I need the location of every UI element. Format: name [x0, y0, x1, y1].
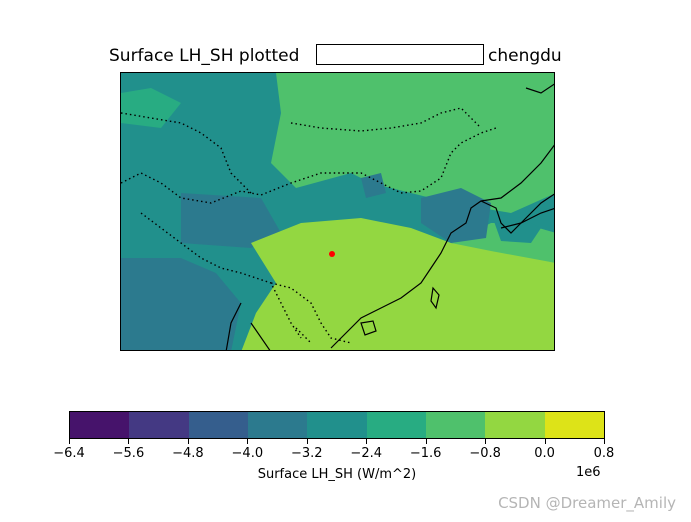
colorbar-tick-label: −4.0: [231, 446, 264, 461]
region-northeast: [271, 73, 554, 213]
colorbar-tick: [128, 439, 130, 444]
border-mongolia: [290, 107, 482, 132]
contour-map: [121, 73, 554, 350]
region-central-dark: [181, 193, 281, 248]
region-yellow-sea: [421, 188, 491, 243]
colorbar-tick-label: 0.0: [534, 446, 555, 461]
region-southwest: [121, 258, 241, 350]
coastline-southwest: [225, 302, 271, 350]
colorbar-tick-label: −2.4: [350, 446, 383, 461]
colorbar-segment: [366, 412, 426, 438]
colorbar-tick-label: −1.6: [409, 446, 442, 461]
region-southeast: [241, 218, 554, 350]
coastline-hainan: [360, 320, 377, 336]
region-west-patch: [121, 88, 181, 128]
colorbar-multiplier: 1e6: [576, 465, 601, 480]
colorbar-tick: [69, 439, 70, 444]
colorbar-tick: [247, 439, 249, 444]
coastline-korea: [480, 193, 554, 234]
colorbar-label: Surface LH_SH (W/m^2): [257, 467, 417, 482]
chart-title: Surface LH_SH plotted chengdu: [0, 44, 691, 68]
city-marker: [329, 251, 335, 257]
colorbar-tick: [485, 439, 487, 444]
coastline-taiwan: [430, 286, 440, 310]
border-west: [121, 112, 302, 339]
region-southwest-band: [181, 238, 291, 350]
colorbar-ticks: −6.4 −5.6 −4.8 −4.0 −3.2 −2.4 −1.6 −0.8 0.0 0.8: [0, 439, 691, 463]
title-redaction-box: [316, 44, 484, 65]
colorbar-segment: [188, 412, 248, 438]
colorbar-segment: [129, 412, 189, 438]
colorbar-tick: [425, 439, 427, 444]
colorbar-segment: [544, 412, 604, 438]
colorbar-segment: [485, 412, 545, 438]
colorbar-tick-label: 0.8: [593, 446, 615, 461]
region-small-dark: [361, 173, 386, 198]
coastline-japan: [500, 83, 554, 229]
coastline-east: [330, 144, 554, 349]
colorbar-segment: [70, 412, 130, 438]
title-left-text: Surface LH_SH plotted: [109, 46, 300, 66]
colorbar-tick-label: −4.8: [172, 446, 204, 461]
colorbar-tick-label: −5.6: [112, 446, 145, 461]
title-right-text: chengdu: [488, 46, 562, 66]
border-china-north: [121, 127, 497, 204]
colorbar-tick: [366, 439, 368, 444]
colorbar-tick: [187, 439, 189, 444]
colorbar-tick: [306, 439, 308, 444]
map-panel: [120, 72, 555, 351]
colorbar-segment: [425, 412, 486, 438]
colorbar-segment: [247, 412, 308, 438]
colorbar: [69, 411, 605, 439]
colorbar-tick: [604, 439, 605, 444]
colorbar-tick-label: −0.8: [469, 446, 501, 461]
colorbar-tick-label: −3.2: [290, 446, 323, 461]
watermark: CSDN @Dreamer_Amily: [498, 494, 676, 512]
colorbar-tick-label: −6.4: [53, 446, 85, 461]
colorbar-segment: [307, 412, 367, 438]
colorbar-tick: [544, 439, 546, 444]
